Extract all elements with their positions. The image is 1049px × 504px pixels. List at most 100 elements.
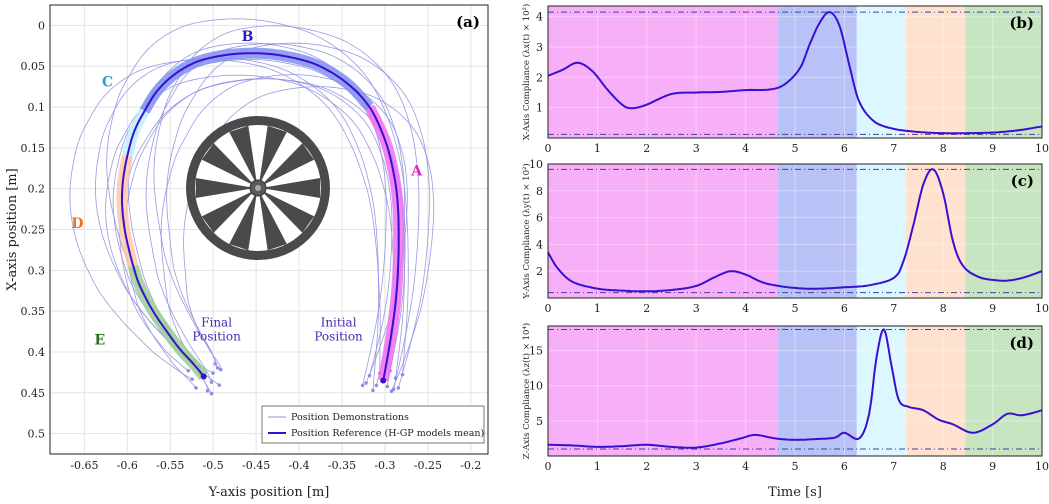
final-position-label: Final [201, 316, 232, 330]
x-tick-label: -0.2 [460, 459, 481, 472]
wheel-spoke [264, 178, 321, 198]
compliance-line [548, 328, 1043, 449]
demonstration-start-point [396, 386, 401, 390]
x-tick-label: 10 [1035, 302, 1049, 315]
demonstration-end-point [190, 377, 194, 382]
phase-label-c: C [102, 75, 113, 91]
wheel-spoke [195, 178, 252, 198]
x-tick-label: 1 [594, 142, 601, 155]
x-tick-label: -0.55 [156, 459, 184, 472]
x-tick-label: -0.65 [70, 459, 98, 472]
y-tick-label: 0.2 [28, 183, 46, 196]
phase-region-c [856, 164, 907, 298]
y-axis-label: Z-Axis Compliance (λz(t) × 10⁴) [521, 323, 532, 459]
demonstration-start-point [389, 389, 394, 394]
x-tick-label: 5 [792, 460, 799, 473]
compliance-line [547, 168, 1043, 293]
y-axis-label: X-axis position [m] [5, 168, 20, 290]
x-tick-label: 0 [545, 460, 552, 473]
panel-label: (a) [456, 13, 480, 31]
phase-region-d [906, 164, 966, 298]
y-tick-label: 0.1 [28, 101, 46, 114]
reference-start-point [380, 377, 387, 384]
position-reference-line [121, 52, 400, 381]
y-tick-label: 0.4 [28, 346, 46, 359]
y-tick-label: 8 [536, 185, 543, 198]
initial-position-label: Position [314, 330, 363, 344]
x-tick-label: 8 [940, 302, 947, 315]
demonstration-end-point [217, 383, 221, 387]
y-tick-label: 10 [529, 158, 543, 171]
x-tick-label: -0.45 [242, 459, 270, 472]
wheel-spoke [229, 125, 257, 183]
wheel-spoke [259, 193, 287, 251]
y-tick-label: 15 [529, 345, 543, 358]
demonstration-end-point [211, 371, 215, 375]
phase-label-a: A [410, 164, 423, 180]
x-tick-label: 1 [594, 302, 601, 315]
x-tick-label: 2 [643, 142, 650, 155]
panel-label: (d) [1009, 334, 1034, 352]
x-tick-label: 4 [742, 302, 749, 315]
x-tick-label: 8 [940, 460, 947, 473]
wheel-hub-center [255, 185, 261, 191]
phase-region-a [548, 164, 778, 298]
x-tick-label: 6 [841, 460, 848, 473]
demonstration-start-point [371, 388, 375, 393]
x-tick-label: 6 [841, 302, 848, 315]
axes-frame [547, 163, 1043, 299]
demonstration-start-point [374, 383, 379, 388]
wheel-spoke [201, 143, 254, 185]
phase-region-b [777, 326, 857, 456]
legend-box [261, 405, 485, 444]
wheel-spoke [201, 191, 254, 233]
panel-a-trajectory-plot: -0.65 -0.6 -0.55 -0.5 -0.45 -0.4 -0.35 -0.3 -0.2… [5, 4, 489, 500]
x-tick-label: 5 [792, 302, 799, 315]
x-tick-label: -0.4 [288, 459, 309, 472]
demonstration-end-point [215, 366, 220, 370]
final-position-label: Position [192, 330, 241, 344]
phase-region-c [856, 326, 907, 456]
y-tick-label: 0.05 [21, 60, 46, 73]
x-tick-label: 0 [545, 302, 552, 315]
phase-region-d [906, 326, 966, 456]
y-tick-label: 0.5 [28, 428, 46, 441]
x-tick-label: 2 [643, 302, 650, 315]
x-axis-label: Time [s] [768, 485, 822, 500]
phase-region-e [965, 6, 1042, 138]
y-tick-label: 0.25 [21, 224, 46, 237]
x-tick-label: 3 [693, 460, 700, 473]
demonstration-trajectory [160, 74, 408, 391]
compliance-line [547, 11, 1043, 135]
x-tick-label: 7 [890, 142, 897, 155]
y-tick-label: 4 [536, 238, 543, 251]
x-tick-label: 0 [545, 142, 552, 155]
demonstration-end-point [194, 386, 198, 390]
y-tick-label: 0.35 [21, 305, 46, 318]
demonstration-trajectory [166, 42, 430, 389]
x-tick-label: 6 [841, 142, 848, 155]
y-tick-label: 4 [536, 11, 543, 24]
demonstration-end-point [209, 391, 214, 396]
y-tick-label: 0 [38, 19, 45, 32]
phase-region-b [777, 164, 857, 298]
x-tick-label: -0.35 [328, 459, 356, 472]
panel-b-x-compliance-plot: 0 1 2 3 4 5 6 7 8 9 10 1 2 3 4 (b) X-Axis Compliance (λx… [521, 4, 1049, 155]
axes-frame [49, 4, 489, 455]
phase-region-a [548, 6, 778, 138]
axes-frame [547, 325, 1043, 457]
x-tick-label: -0.5 [203, 459, 224, 472]
x-tick-label: 4 [742, 142, 749, 155]
phase-region-c [856, 6, 907, 138]
x-tick-label: 8 [940, 142, 947, 155]
x-tick-label: 1 [594, 460, 601, 473]
panel-c-y-compliance-plot: 0 1 2 3 4 5 6 7 8 9 10 2 4 6 8 10 (c) Y-Axis Compliance (… [521, 158, 1049, 315]
x-tick-label: -0.25 [414, 459, 442, 472]
phase-region-a [548, 326, 778, 456]
demonstration-start-point [385, 384, 390, 389]
initial-position-label: Initial [321, 316, 357, 330]
phase-region-d [906, 6, 966, 138]
x-tick-label: 5 [792, 142, 799, 155]
x-tick-label: 10 [1035, 460, 1049, 473]
